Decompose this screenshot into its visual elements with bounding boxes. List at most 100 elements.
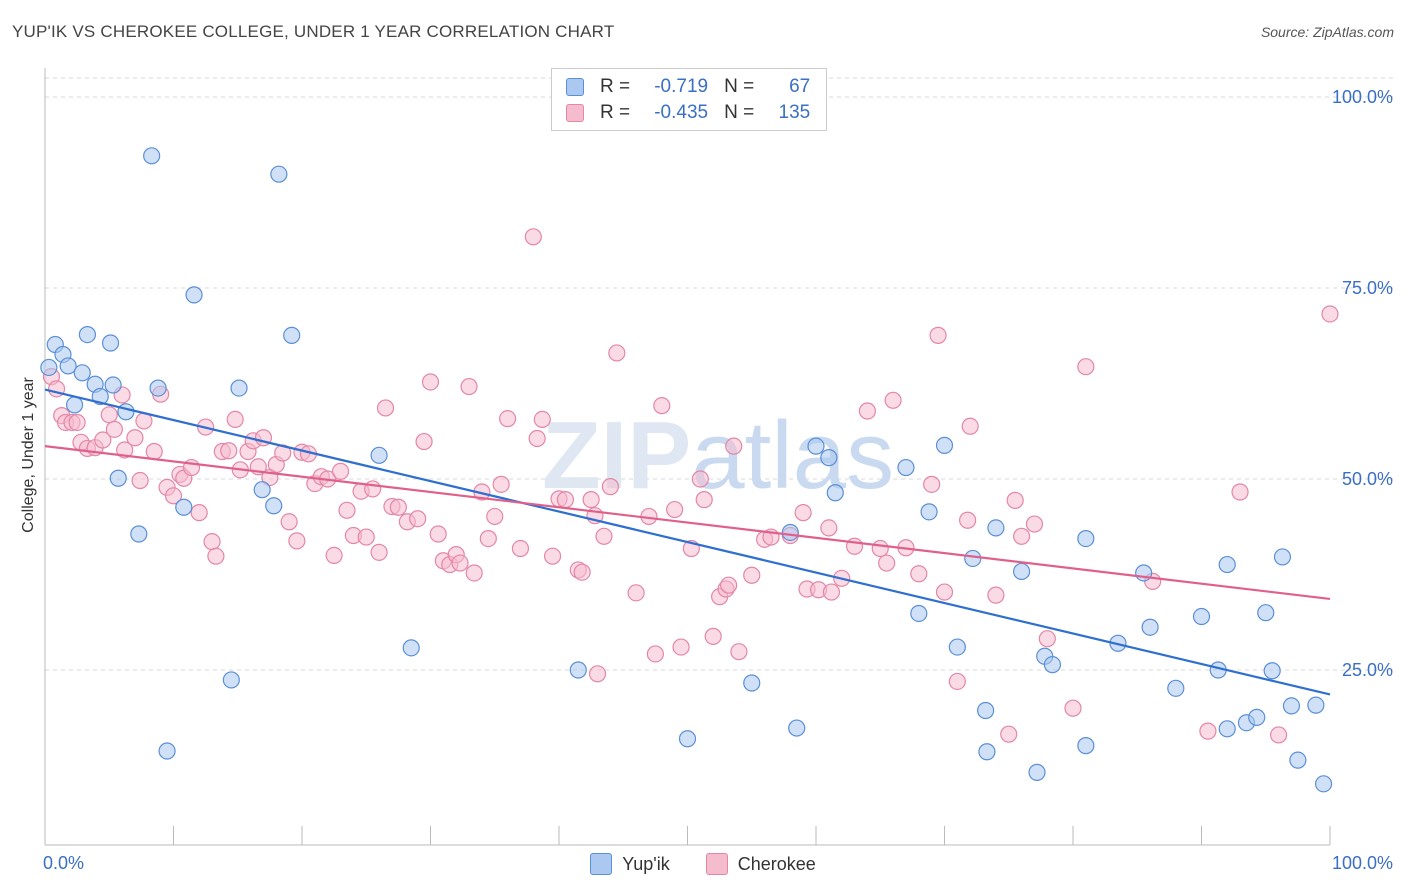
cherokee-point [601, 478, 620, 496]
yupik-point [910, 604, 928, 623]
cherokee-point [94, 431, 112, 449]
yupik-point [117, 403, 135, 421]
series-legend: Yup'ik Cherokee [0, 851, 1406, 877]
cherokee-point [910, 565, 928, 583]
yupik-point [948, 638, 966, 656]
yupik-point [920, 503, 938, 521]
yupik-point [1263, 662, 1281, 680]
cherokee-point [1077, 358, 1095, 376]
cherokee-swatch [566, 104, 584, 122]
yupik-point [91, 387, 109, 406]
cherokee-point [116, 441, 134, 459]
axes [44, 68, 1331, 846]
yupik-point [1218, 555, 1236, 574]
yupik-point [1273, 548, 1292, 566]
cherokee-point [794, 504, 812, 522]
cherokee-point [556, 491, 575, 509]
cherokee-point [451, 554, 469, 572]
cherokee-point [666, 500, 684, 519]
series-legend-cherokee[interactable]: Cherokee [705, 853, 816, 875]
cherokee-point [421, 373, 440, 391]
yupik-point [59, 357, 77, 375]
cherokee-point [704, 627, 722, 645]
yupik-point [143, 147, 161, 165]
yupik-point [1043, 656, 1062, 674]
cherokee-point [627, 584, 645, 602]
cherokee-point [429, 525, 447, 543]
yupik-point [978, 743, 996, 761]
yupik-point [104, 376, 122, 394]
cherokee-point [582, 491, 600, 509]
cherokee-point [1038, 630, 1056, 648]
chart-source: Source: ZipAtlas.com [1260, 24, 1394, 40]
yupik-point [1141, 618, 1159, 636]
yupik-point [265, 497, 283, 515]
y-tick-label: 25.0% [1342, 660, 1393, 680]
yupik-point [935, 436, 954, 454]
series-legend-yupik[interactable]: Yup'ik [590, 853, 670, 875]
cherokee-point [691, 470, 709, 488]
yupik-point [78, 326, 97, 344]
yupik-trend-line [44, 388, 1331, 696]
yupik-point [402, 639, 420, 657]
y-axis-label: College, Under 1 year [20, 377, 37, 533]
yupik-point [820, 449, 838, 467]
cherokee-point [845, 537, 864, 555]
cherokee-point [948, 672, 966, 691]
yupik-point [788, 719, 806, 737]
cherokee-point [871, 539, 889, 558]
yupik-point [283, 326, 301, 344]
x-tick-label: 0.0% [43, 853, 84, 873]
cherokee-point [528, 429, 546, 448]
yupik-point [987, 519, 1005, 537]
cherokee-point [595, 527, 613, 545]
yupik-point [370, 446, 388, 464]
cherokee-point [164, 487, 183, 505]
cherokee-point [1231, 483, 1249, 501]
yupik-point [1307, 696, 1325, 714]
cherokee-point [543, 547, 562, 565]
cherokee-point [190, 504, 208, 522]
cherokee-point [105, 420, 123, 438]
cherokee-point [68, 413, 86, 432]
legend: R = -0.719 N = 67 R = -0.435 N = 135 [551, 68, 827, 131]
cherokee-point [499, 410, 517, 428]
cherokee-r-value: -0.435 [654, 102, 709, 123]
cherokee-point [884, 391, 902, 409]
cherokee-point [1321, 305, 1339, 323]
chart-title: YUP'IK VS CHEROKEE COLLEGE, UNDER 1 YEAR… [12, 22, 615, 41]
yupik-point [175, 498, 193, 516]
cherokee-point [415, 432, 433, 451]
yupik-point [1028, 763, 1046, 781]
yupik-point [1077, 737, 1095, 755]
yupik-r-value: -0.719 [654, 76, 709, 97]
cherokee-point [1269, 726, 1288, 744]
yupik-point [185, 286, 203, 304]
grid-lines [45, 77, 1395, 671]
cherokee-point [573, 563, 591, 581]
cherokee-point [725, 437, 743, 455]
cherokee-point [608, 344, 626, 362]
cherokee-point [1012, 527, 1031, 545]
yupik-point [1135, 564, 1153, 582]
yupik-point [40, 358, 58, 377]
cherokee-point [479, 529, 497, 548]
cherokee-point [524, 228, 542, 246]
yupik-point [964, 549, 982, 568]
cherokee-point [492, 475, 510, 493]
cherokee-point [511, 539, 530, 558]
cherokee-point [409, 510, 427, 528]
cherokee-point [220, 442, 238, 460]
yupik-n-value: 67 [789, 76, 811, 97]
cherokee-point [100, 406, 118, 424]
cherokee-point [1006, 491, 1024, 509]
cherokee-point [226, 410, 244, 429]
trend-lines [44, 388, 1331, 696]
yupik-point [678, 730, 697, 748]
y-tick-label: 100.0% [1332, 87, 1393, 107]
yupik-point [109, 469, 127, 487]
cherokee-point [858, 402, 877, 420]
yupik-point [743, 674, 761, 692]
yupik-point [1077, 529, 1095, 548]
cherokee-point [730, 643, 748, 661]
